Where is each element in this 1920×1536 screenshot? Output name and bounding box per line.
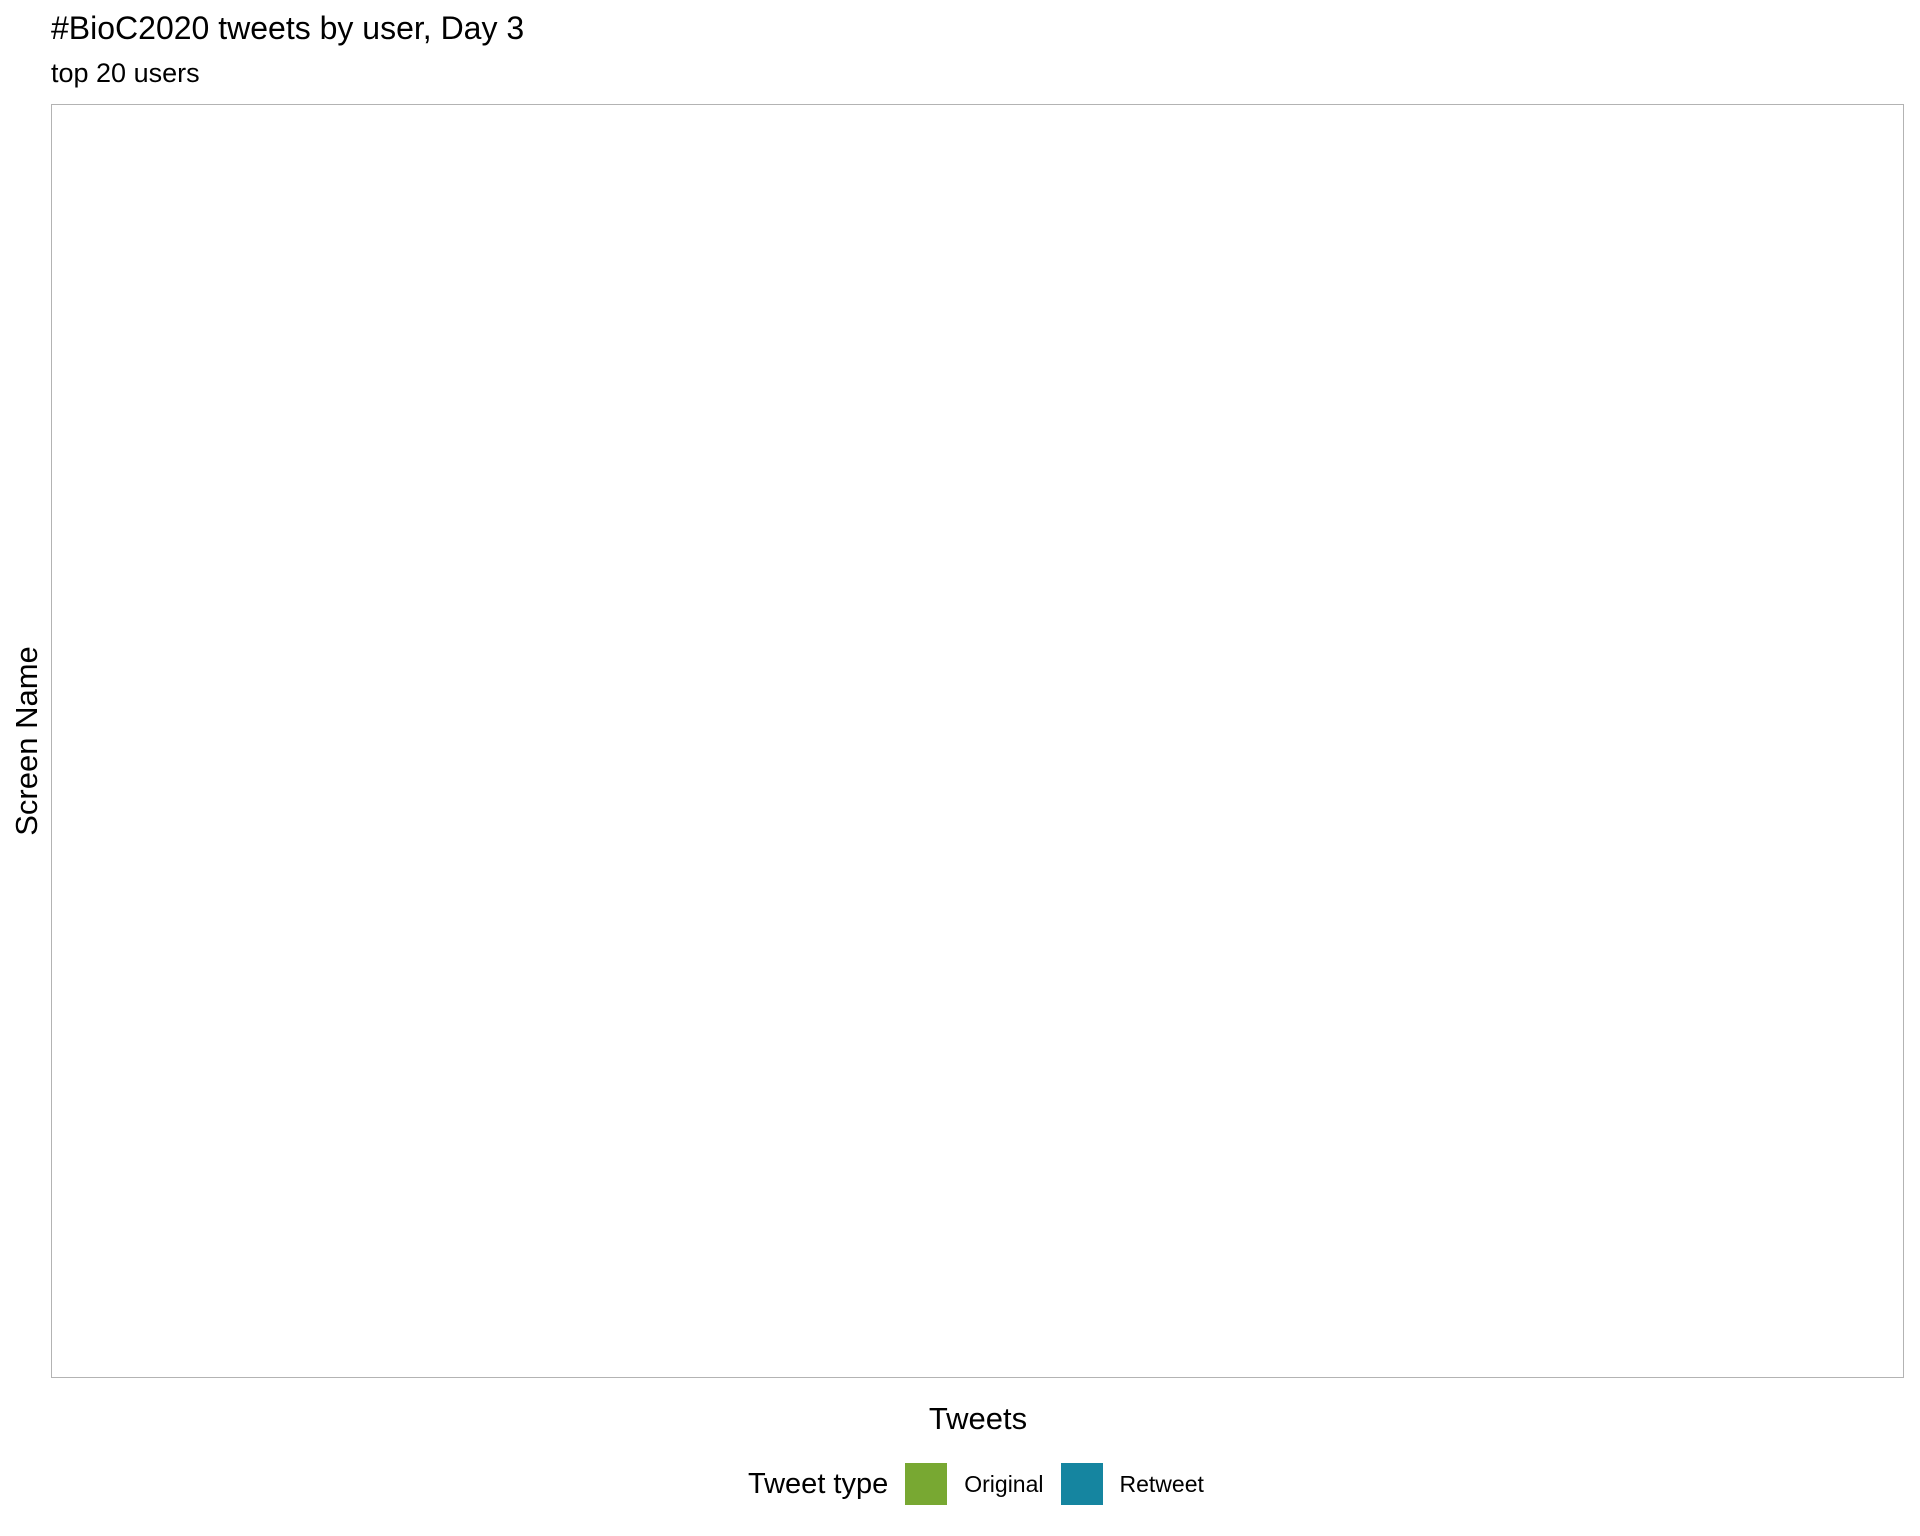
x-axis-title: Tweets <box>928 1401 1028 1436</box>
y-axis-title: Screen Name <box>9 646 44 836</box>
legend-label-retweet: Retweet <box>1119 1470 1204 1497</box>
legend: Tweet type Original Retweet <box>748 1463 1221 1505</box>
legend-item-retweet: Retweet <box>1060 1463 1221 1505</box>
chart-subtitle: top 20 users <box>51 58 200 88</box>
legend-swatch-original <box>905 1463 948 1505</box>
legend-item-original: Original <box>905 1463 1060 1505</box>
legend-title: Tweet type <box>748 1467 889 1500</box>
legend-swatch-retweet <box>1060 1463 1103 1505</box>
chart-title: #BioC2020 tweets by user, Day 3 <box>51 10 525 46</box>
plot-panel <box>51 104 1904 1378</box>
plot-area <box>52 105 1903 1377</box>
legend-label-original: Original <box>964 1470 1044 1497</box>
